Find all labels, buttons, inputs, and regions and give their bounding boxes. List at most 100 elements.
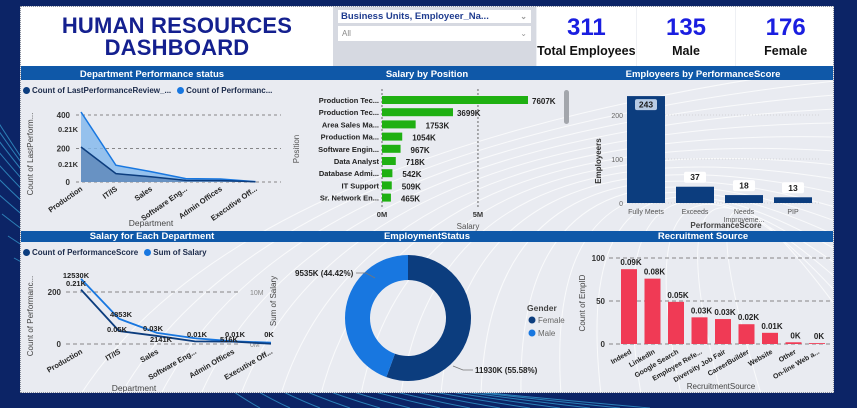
canvas-arc [726,210,833,392]
legend-dot-icon [528,316,536,324]
data-label: 0.03K [143,324,164,333]
y-axis-title: Employeers [594,138,603,184]
data-label: 243 [639,100,653,110]
employees-by-performance-chart[interactable]: 0 100 200 243 Fully Meets 37 Exceeds 18 NeedsImp… [571,69,834,231]
bar [738,324,755,344]
slicer-field-dropdown[interactable]: Business Units, Employeer_Na... ⌄ [338,10,531,23]
legend-dot-icon [528,329,536,337]
data-label: 12530K [63,271,90,280]
dashboard-canvas: HUMAN RESOURCES DASHBOARD Business Units… [20,6,834,393]
bar [621,269,637,344]
salary-by-department-chart[interactable]: 0 0M 200 10M 0.21K 0.05K 0.03K 0.01K 0.01K 0K 1253… [21,231,283,393]
kpi-label: Total Employees [537,43,636,58]
chart-legend: Count of LastPerformanceReview_... Count… [23,86,272,95]
salary-by-position-chart[interactable]: Production Tec... 7607K Production Tec... 3… [283,69,571,231]
employment-status-chart[interactable]: 11930K (55.58%) 9535K (44.42%) Gender Femal… [283,231,571,393]
y-tick-label: 100 [592,254,606,263]
bar [668,301,684,344]
panel-title: Recruitment Source [571,231,833,242]
panel-title: Department Performance status [21,69,283,80]
slicer-selected-value: All [342,29,351,38]
data-label: 7607K [532,97,556,106]
bar [762,332,778,344]
legend-dot-icon [177,87,185,94]
kpi-value: 135 [665,13,707,41]
x-axis-title: PerformanceScore [690,221,762,230]
y-tick-label: 400 [57,111,71,120]
y-tick-label: Data Analyst [334,157,380,166]
data-label: 1054K [412,134,436,143]
data-label-box [782,182,804,194]
canvas-arc [161,94,833,392]
x-tick-label: PIP [787,209,799,216]
data-label: 0.05K [667,291,689,300]
data-label: 0.02K [738,313,760,322]
x-axis-title: RecruitmentSource [687,382,756,391]
kpi-female: 176 Female [735,7,833,66]
x-tick-label: Exceeds [682,209,709,216]
x-tick-label: Needs [734,209,755,216]
chart-scrollbar[interactable] [564,90,569,124]
y2-tick-label: 10M [250,290,264,297]
data-label: 465K [401,195,420,204]
y2-axis-title: Sum of Salary [269,276,278,326]
x-tick-label: Sales [139,347,160,365]
x-tick-label: IT/IS [104,347,122,363]
y2-tick-label: 0M [250,342,260,349]
legend-item[interactable]: Count of LastPerformanceReview_... [23,86,171,95]
y-tick-label: Production Ma... [321,133,379,142]
y-axis-title: Count of Performanc... [26,276,35,356]
data-label: 18 [739,181,749,191]
canvas-wave-decoration [81,66,833,392]
chevron-down-icon: ⌄ [520,12,527,21]
title-line-2: DASHBOARD [104,34,250,60]
salary-by-department-panel: Salary for Each Department Count of Perf… [21,231,283,393]
bar [382,108,453,117]
data-label-box [684,171,706,183]
header-divider [21,66,833,69]
bar [725,195,763,203]
legend-item[interactable]: Count of PerformanceScore [23,248,138,257]
kpi-value: 176 [765,13,806,41]
slicer-value-dropdown[interactable]: All ⌄ [338,26,531,41]
data-label: 967K [411,146,430,155]
legend-item[interactable]: Sum of Salary [144,248,207,257]
data-label: 0.03K [691,306,713,315]
x-axis-title: Department [112,383,157,393]
data-label: 516K [220,335,239,344]
kpi-value: 311 [566,13,606,41]
bar [382,120,416,129]
donut-slice-male [345,255,408,378]
data-label: 0.03K [714,308,736,317]
data-label: 0.09K [620,258,642,267]
data-label: 542K [402,170,421,179]
y-tick-label: 200 [611,113,623,120]
y-tick-label: Area Sales Ma... [322,120,379,129]
y-tick-label: 0 [601,340,606,349]
title-line-1: HUMAN RESOURCES [61,12,293,38]
bar [382,132,403,141]
y-tick-label: Production Tec... [319,108,379,117]
line-performance-score [80,111,256,183]
data-label: 718K [406,158,425,167]
y-tick-label: 0 [66,178,71,187]
line-last-review [80,146,256,183]
y-tick-label: IT Support [342,181,380,190]
y-tick-label: Database Admi... [319,169,379,178]
employment-status-panel: EmploymentStatus 11930K (55.58%) 9535K (4… [283,231,571,393]
chevron-down-icon: ⌄ [520,29,527,38]
bar [382,169,393,178]
legend-item[interactable]: Count of Performanc... [177,86,272,95]
legend-title: Gender [527,303,557,313]
y-tick-label: Software Engin... [318,145,379,154]
slicer-field-label: Business Units, Employeer_Na... [341,11,489,22]
x-axis-title: Department [129,218,174,228]
bar [382,193,391,202]
bar [785,342,802,344]
leader-line [452,365,473,371]
data-label: 2141K [150,335,173,344]
dashboard-title: HUMAN RESOURCES DASHBOARD [21,7,333,66]
x-tick-label: Website [747,349,774,368]
